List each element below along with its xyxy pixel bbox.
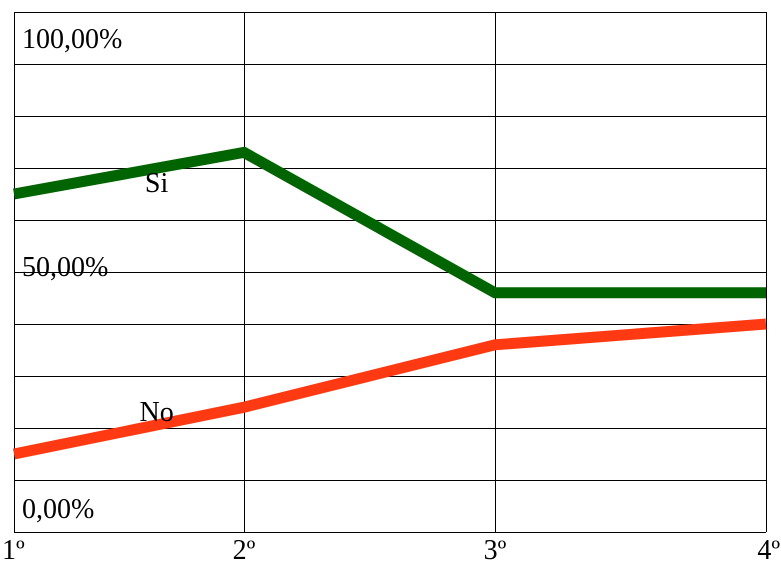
x-tick-label: 4º (757, 535, 780, 562)
x-tick-label: 1º (2, 535, 25, 562)
series-line-no (12, 318, 767, 460)
y-tick-label: 50,00% (22, 252, 108, 283)
x-tick-label: 3º (484, 535, 507, 562)
x-tick-label: 2º (233, 535, 256, 562)
chart-grid (14, 12, 767, 533)
y-tick-label: 0,00% (22, 494, 94, 525)
series-label-si: Si (145, 168, 169, 199)
series-labels: Si No (139, 168, 173, 428)
y-tick-label: 100,00% (22, 24, 122, 55)
chart-series-lines (12, 146, 767, 460)
series-label-no: No (139, 397, 173, 428)
x-axis-tick-labels: 1º 2º 3º 4º (2, 535, 780, 562)
y-axis-tick-labels: 100,00% 50,00% 0,00% (22, 24, 122, 525)
series-line-si (13, 146, 766, 299)
